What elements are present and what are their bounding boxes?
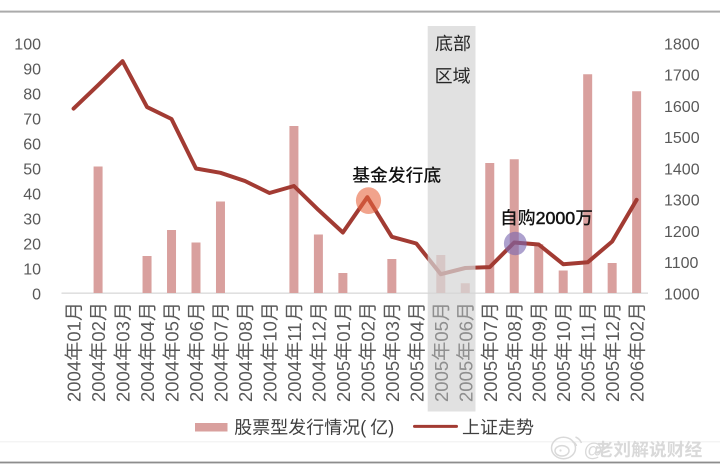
svg-text:40: 40 [23, 186, 41, 203]
svg-text:1600: 1600 [664, 99, 700, 116]
svg-text:12: 12 [308, 321, 329, 342]
svg-text:2004: 2004 [162, 361, 183, 402]
svg-text:80: 80 [23, 86, 41, 103]
svg-text:1100: 1100 [664, 255, 699, 272]
svg-text:2004: 2004 [137, 361, 158, 402]
svg-text:60: 60 [23, 136, 41, 153]
svg-text:07: 07 [210, 321, 231, 342]
svg-text:70: 70 [23, 111, 41, 128]
svg-text:1200: 1200 [664, 224, 700, 241]
svg-text:100: 100 [14, 36, 41, 53]
svg-text:2004: 2004 [210, 361, 231, 402]
svg-text:12: 12 [602, 321, 623, 342]
svg-text:2005: 2005 [382, 361, 403, 402]
svg-text:08: 08 [235, 321, 256, 342]
svg-text:2004: 2004 [284, 361, 305, 402]
svg-text:20: 20 [23, 236, 41, 253]
svg-text:2004: 2004 [64, 361, 85, 402]
svg-text:2004: 2004 [308, 361, 329, 402]
svg-text:): ) [388, 418, 394, 438]
svg-text:2005: 2005 [455, 361, 476, 402]
svg-text:06: 06 [186, 321, 207, 342]
svg-text:1700: 1700 [664, 68, 700, 85]
svg-text:30: 30 [23, 211, 41, 228]
svg-text:1500: 1500 [664, 130, 700, 147]
svg-text:2004: 2004 [259, 361, 280, 402]
svg-text:2004: 2004 [113, 361, 134, 402]
svg-text:11: 11 [578, 322, 599, 341]
svg-text:01: 01 [333, 321, 354, 342]
svg-text:04: 04 [137, 321, 158, 342]
svg-text:2005: 2005 [504, 361, 525, 402]
svg-text:02: 02 [357, 321, 378, 342]
svg-text:05: 05 [162, 321, 183, 342]
svg-text:1300: 1300 [664, 193, 700, 210]
svg-text:2000: 2000 [536, 208, 576, 228]
svg-text:10: 10 [259, 321, 280, 342]
svg-text:06: 06 [455, 321, 476, 342]
svg-text:1400: 1400 [664, 161, 700, 178]
svg-text:04: 04 [406, 321, 427, 342]
svg-text:1000: 1000 [664, 286, 700, 303]
svg-text:01: 01 [64, 321, 85, 342]
svg-text:2006: 2006 [627, 361, 648, 402]
svg-text:2005: 2005 [553, 361, 574, 402]
svg-text:2004: 2004 [88, 361, 109, 402]
svg-text:03: 03 [382, 321, 403, 342]
svg-text:2005: 2005 [431, 361, 452, 402]
svg-text:02: 02 [88, 321, 109, 342]
svg-text:2005: 2005 [529, 361, 550, 402]
svg-text:11: 11 [284, 322, 305, 341]
svg-text:02: 02 [627, 321, 648, 342]
svg-text:2005: 2005 [602, 361, 623, 402]
svg-text:07: 07 [480, 321, 501, 342]
svg-text:09: 09 [529, 321, 550, 342]
svg-text:2004: 2004 [186, 361, 207, 402]
svg-text:10: 10 [553, 321, 574, 342]
svg-text:@: @ [584, 441, 603, 462]
svg-text:2004: 2004 [235, 361, 256, 402]
svg-text:2005: 2005 [333, 361, 354, 402]
svg-text:2005: 2005 [480, 361, 501, 402]
svg-text:2005: 2005 [578, 361, 599, 402]
svg-text:50: 50 [23, 161, 41, 178]
svg-text:2005: 2005 [406, 361, 427, 402]
svg-text:0: 0 [32, 286, 41, 303]
svg-text:(: ( [360, 418, 366, 438]
svg-text:2005: 2005 [357, 361, 378, 402]
svg-text:1800: 1800 [664, 36, 700, 53]
svg-text:03: 03 [113, 321, 134, 342]
svg-text:08: 08 [504, 321, 525, 342]
svg-text:05: 05 [431, 321, 452, 342]
svg-text:10: 10 [23, 261, 41, 278]
svg-text:90: 90 [23, 61, 41, 78]
